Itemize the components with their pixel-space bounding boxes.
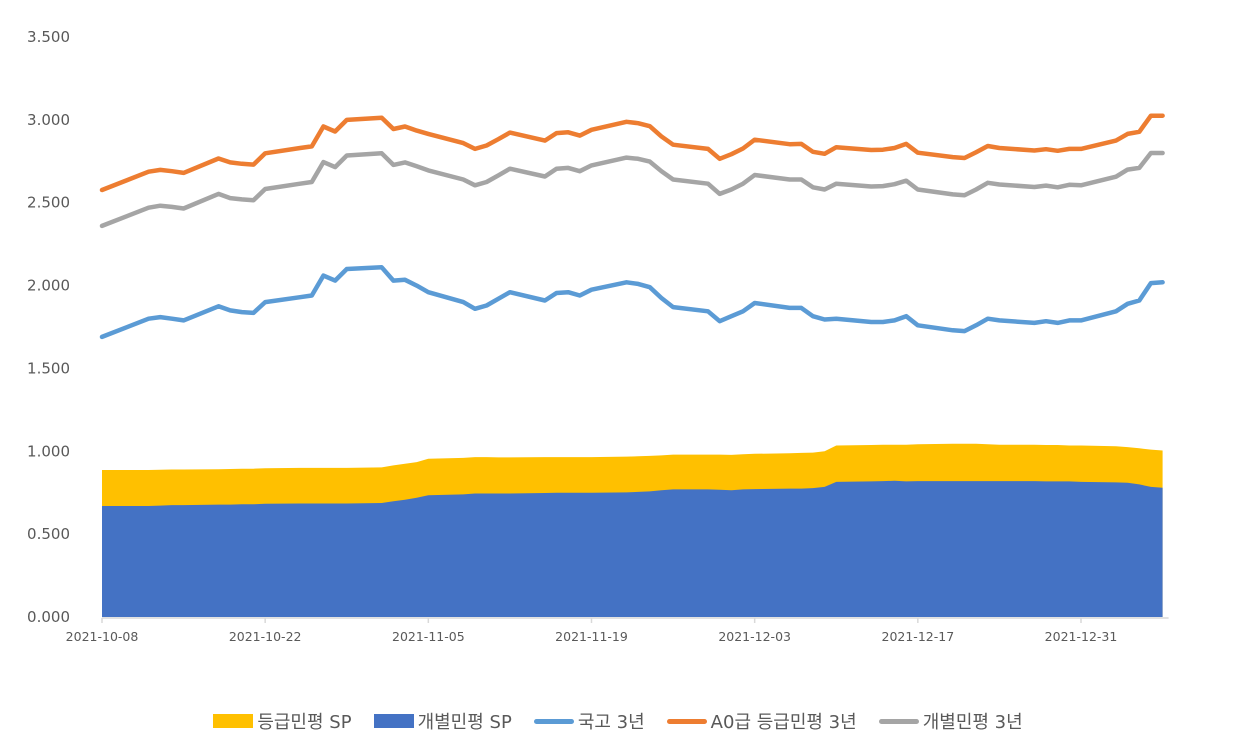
x-tick-label: 2021-11-19 [555,629,628,644]
legend-swatch [533,718,574,724]
legend-item: 개별민평 3년 [878,708,1023,734]
x-tick-label: 2021-11-05 [392,629,465,644]
y-tick-label: 3.500 [27,28,70,46]
legend-label: 개별민평 SP [417,712,512,733]
legend-swatch [213,714,254,728]
y-tick-label: 3.000 [27,111,70,129]
line-series [99,113,1165,340]
line-series-4 [99,150,1165,229]
area-series-1 [102,480,1163,617]
legend-label: 국고 3년 [577,712,645,733]
x-tick-label: 2021-10-08 [66,629,139,644]
line-series-3 [99,113,1165,193]
x-axis: 2021-10-08 2021-10-22 2021-11-05 2021-11-19… [66,618,1118,644]
legend-item: 개별민평 SP [373,708,512,734]
chart-plot: 0.000 0.500 1.000 1.500 2.000 2.500 3.000 3.500… [27,28,1169,644]
line-series-2 [99,265,1165,340]
x-tick-label: 2021-12-17 [882,629,955,644]
y-axis: 0.000 0.500 1.000 1.500 2.000 2.500 3.000 3.500 [27,28,70,626]
legend-item: 국고 3년 [533,708,645,734]
area-series [102,443,1163,617]
y-tick-label: 0.500 [27,525,70,543]
y-tick-label: 2.000 [27,277,70,295]
x-tick-label: 2021-10-22 [229,629,302,644]
legend-item: A0급 등급민평 3년 [666,708,857,734]
legend-label: 개별민평 3년 [922,712,1023,733]
legend-label: 등급민평 SP [257,712,352,733]
legend: 등급민평 SP 개별민평 SP 국고 3년 A0급 등급민평 3년 개별민평 3년 [0,708,1236,734]
y-tick-label: 1.500 [27,359,70,377]
legend-label: A0급 등급민평 3년 [710,712,857,733]
legend-item: 등급민평 SP [213,708,352,734]
x-tick-label: 2021-12-03 [718,629,791,644]
legend-swatch [373,714,414,728]
y-tick-label: 0.000 [27,608,70,626]
y-tick-label: 1.000 [27,442,70,460]
legend-swatch [666,718,707,724]
legend-swatch [878,718,919,724]
x-tick-label: 2021-12-31 [1045,629,1118,644]
y-tick-label: 2.500 [27,194,70,212]
